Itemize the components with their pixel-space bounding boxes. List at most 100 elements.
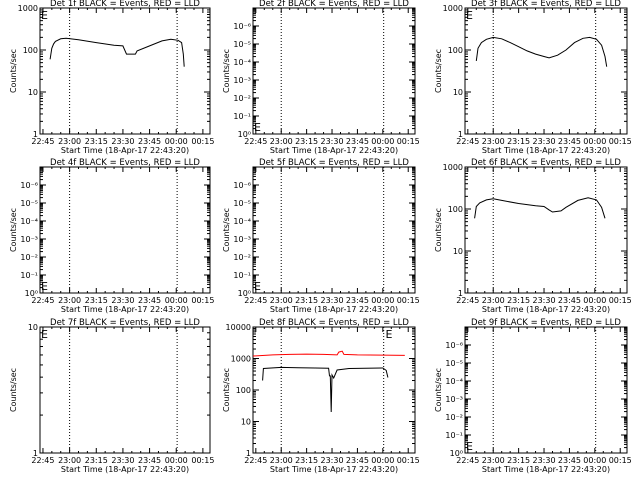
x-tick-label: 23:15 — [507, 137, 530, 146]
x-tick-label: 23:45 — [138, 456, 161, 465]
y-axis-label: Counts/sec — [434, 368, 443, 412]
panel-title: Det 7f BLACK = Events, RED = LLD — [50, 318, 200, 328]
x-tick-label: 23:15 — [85, 456, 108, 465]
x-tick-label: 00:00 — [165, 137, 188, 146]
x-tick-label: 23:15 — [85, 296, 108, 305]
x-tick-label: 00:00 — [371, 296, 394, 305]
x-tick-label: 23:15 — [85, 137, 108, 146]
y-tick-label: 10⁻³ — [445, 395, 463, 404]
y-tick-label: 10⁻¹ — [233, 112, 251, 121]
x-tick-label: 23:30 — [320, 456, 343, 465]
y-axis-label: Counts/sec — [9, 368, 18, 412]
event-marker: E — [386, 328, 393, 341]
panel-title: Det 3f BLACK = Events, RED = LLD — [471, 0, 621, 9]
y-tick-label: 10 — [241, 418, 251, 427]
x-tick-label: 00:00 — [583, 137, 606, 146]
panel-det-7: Det 7f BLACK = Events, RED = LLD 22:45 23:… — [9, 318, 214, 474]
y-tick-label: 1000 — [231, 355, 251, 364]
y-axis-label: Counts/sec — [222, 368, 231, 412]
y-tick-label: 10⁻⁶ — [20, 181, 38, 190]
plot-frame — [464, 166, 628, 294]
x-tick-label: 23:00 — [58, 456, 81, 465]
x-tick-label: 23:45 — [558, 296, 581, 305]
y-tick-label: 10 — [453, 247, 463, 256]
y-tick-label: 100 — [236, 386, 251, 395]
y-axis-label: Counts/sec — [434, 49, 443, 93]
x-tick-label: 22:45 — [456, 456, 479, 465]
panel-det-3: Det 3f BLACK = Events, RED = LLD 22:45 23:… — [434, 0, 632, 155]
x-tick-label: 22:45 — [456, 137, 479, 146]
y-tick-label: 10⁰ — [450, 449, 463, 458]
y-tick-label: 10⁻⁶ — [233, 181, 251, 190]
y-tick-label: 10⁻⁴ — [233, 58, 251, 67]
event-marker: E — [254, 280, 261, 293]
y-tick-label: 10⁻⁵ — [233, 199, 251, 208]
event-marker: E — [466, 9, 473, 22]
x-tick-label: 00:15 — [191, 456, 214, 465]
x-tick-label: 23:30 — [532, 296, 555, 305]
x-tick-label: 23:00 — [482, 456, 505, 465]
y-tick-label: 10⁰ — [238, 289, 251, 298]
x-tick-label: 23:15 — [507, 296, 530, 305]
x-tick-label: 22:45 — [244, 137, 267, 146]
x-tick-label: 00:00 — [583, 456, 606, 465]
x-tick-label: 23:15 — [295, 296, 318, 305]
y-tick-label: 10 — [453, 88, 463, 97]
y-axis-label: Counts/sec — [9, 49, 18, 93]
x-tick-label: 23:45 — [558, 456, 581, 465]
x-tick-label: 23:30 — [532, 456, 555, 465]
y-tick-label: 10⁻⁵ — [233, 40, 251, 49]
x-tick-label: 22:45 — [456, 296, 479, 305]
y-tick-label: 10⁻⁶ — [445, 341, 463, 350]
y-tick-label: 10 — [28, 323, 38, 332]
x-tick-label: 23:00 — [58, 137, 81, 146]
plot-frame — [464, 7, 628, 135]
y-tick-label: 100 — [448, 46, 463, 55]
x-tick-label: 00:15 — [397, 296, 420, 305]
y-tick-label: 10⁻² — [445, 413, 463, 422]
x-axis-label: Start Time (18-Apr-17 22:43:20) — [482, 146, 610, 155]
x-axis-label: Start Time (18-Apr-17 22:43:20) — [61, 146, 189, 155]
x-tick-label: 23:00 — [58, 296, 81, 305]
y-axis-label: Counts/sec — [434, 208, 443, 252]
x-tick-label: 00:15 — [191, 137, 214, 146]
y-axis-label: Counts/sec — [222, 49, 231, 93]
x-tick-label: 23:00 — [270, 456, 293, 465]
y-tick-label: 10⁻² — [233, 253, 251, 262]
x-axis-label: Start Time (18-Apr-17 22:43:20) — [482, 305, 610, 314]
x-tick-label: 23:30 — [111, 137, 134, 146]
x-tick-label: 00:15 — [397, 456, 420, 465]
x-tick-label: 00:15 — [609, 456, 632, 465]
y-tick-label: 10⁻³ — [233, 235, 251, 244]
y-tick-label: 10⁻⁶ — [233, 22, 251, 31]
y-tick-label: 10⁻¹ — [233, 271, 251, 280]
x-tick-label: 23:00 — [482, 296, 505, 305]
x-tick-label: 22:45 — [31, 137, 54, 146]
y-tick-label: 1 — [246, 449, 251, 458]
x-tick-label: 22:45 — [31, 456, 54, 465]
plot-frame — [464, 326, 628, 454]
panel-det-4: Det 4f BLACK = Events, RED = LLD 22:45 23:… — [9, 158, 214, 314]
event-marker: E — [41, 280, 48, 293]
x-tick-label: 23:30 — [320, 296, 343, 305]
x-tick-label: 23:30 — [320, 137, 343, 146]
x-tick-label: 23:15 — [507, 456, 530, 465]
y-axis-label: Counts/sec — [9, 208, 18, 252]
x-tick-label: 23:30 — [111, 296, 134, 305]
event-marker: E — [466, 440, 473, 453]
y-tick-label: 10⁻⁴ — [445, 377, 463, 386]
y-tick-label: 10⁻⁴ — [233, 217, 251, 226]
y-tick-label: 1000 — [443, 163, 463, 172]
x-tick-label: 00:15 — [609, 296, 632, 305]
x-tick-label: 23:15 — [295, 137, 318, 146]
events-series-line — [262, 366, 389, 413]
x-tick-label: 23:45 — [138, 137, 161, 146]
x-tick-label: 00:00 — [165, 456, 188, 465]
panel-det-1: Det 1f BLACK = Events, RED = LLD 22:45 23:… — [9, 0, 214, 155]
x-tick-label: 00:15 — [609, 137, 632, 146]
lld-series-line — [252, 350, 405, 357]
